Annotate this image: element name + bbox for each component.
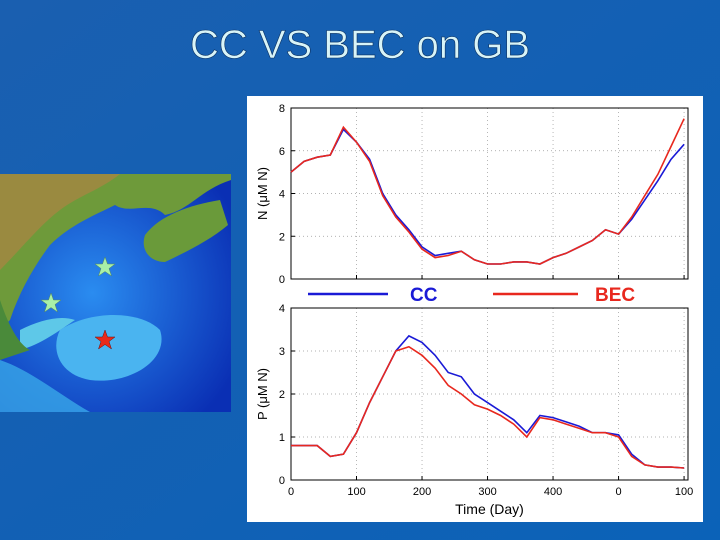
x-tick-label: 0 [615,486,621,498]
y-tick-label: 4 [279,189,285,201]
data-line [290,118,685,265]
x-tick-label: 200 [413,486,431,498]
y-tick-label: 3 [279,346,285,358]
x-axis-label: Time (Day) [455,501,524,517]
plot-frame [290,107,689,280]
y-tick-label: 2 [279,389,285,401]
legend-label: BEC [595,285,635,306]
map [0,174,231,412]
y-tick-label: 6 [279,146,285,158]
x-tick-label: 100 [675,486,693,498]
y-tick-label: 2 [279,231,285,243]
slide-title: CC VS BEC on GB [190,23,530,67]
y-axis-label: P (μM N) [255,368,270,420]
y-tick-label: 1 [279,432,285,444]
legend-label: CC [410,285,438,306]
data-line [291,345,685,469]
y-tick-label: 8 [279,103,285,115]
y-axis-label: N (μM N) [255,167,270,220]
plot-frame [290,307,689,481]
y-tick-label: 0 [279,475,285,487]
y-tick-label: 0 [279,274,285,286]
x-tick-label: 300 [478,486,496,498]
x-tick-label: 400 [544,486,562,498]
y-tick-label: 4 [279,303,285,315]
x-tick-label: 100 [347,486,365,498]
x-tick-label: 0 [288,486,294,498]
